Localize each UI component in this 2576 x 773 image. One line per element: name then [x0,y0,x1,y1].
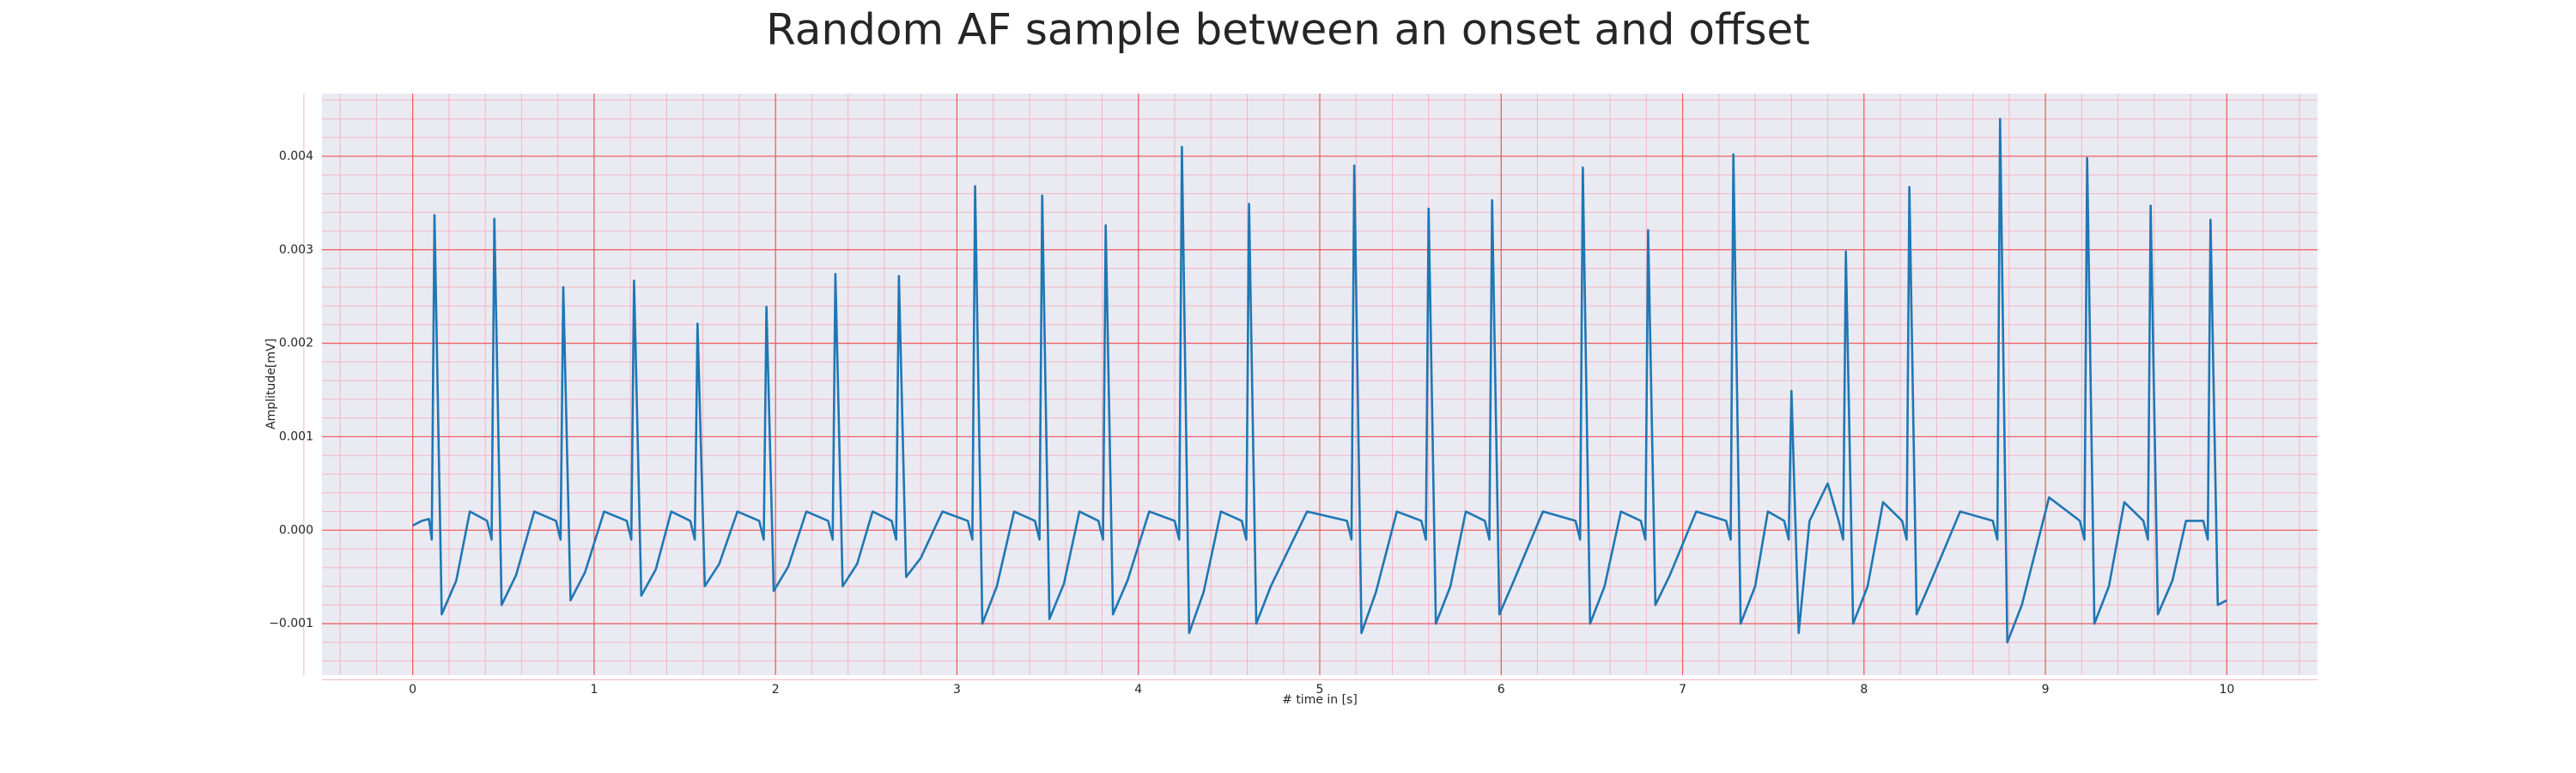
x-tick-label: 0 [409,683,416,697]
x-tick-label: 6 [1498,683,1505,697]
x-tick-label: 2 [772,683,780,697]
x-tick-label: 8 [1860,683,1868,697]
y-tick-label: 0.004 [279,149,313,163]
marks [412,118,2227,644]
y-tick-label: 0.003 [279,243,313,257]
y-tick-label: 0.000 [279,523,313,537]
y-tick-label: 0.002 [279,337,313,350]
x-tick-label: 10 [2219,683,2234,697]
x-tick-label: 1 [590,683,598,697]
y-tick-label: 0.001 [279,429,313,443]
y-tick-label: −0.001 [269,617,313,630]
ecg-line [412,118,2227,644]
chart-title: Random AF sample between an onset and of… [766,5,1810,55]
y-axis-label: Amplitude[mV] [264,338,278,429]
x-tick-label: 3 [953,683,961,697]
x-tick-label: 5 [1316,683,1324,697]
x-tick-label: 7 [1679,683,1686,697]
x-tick-label: 9 [2042,683,2050,697]
grid [303,94,2318,680]
x-tick-label: 4 [1134,683,1142,697]
x-axis-label: # time in [s] [1282,693,1358,707]
